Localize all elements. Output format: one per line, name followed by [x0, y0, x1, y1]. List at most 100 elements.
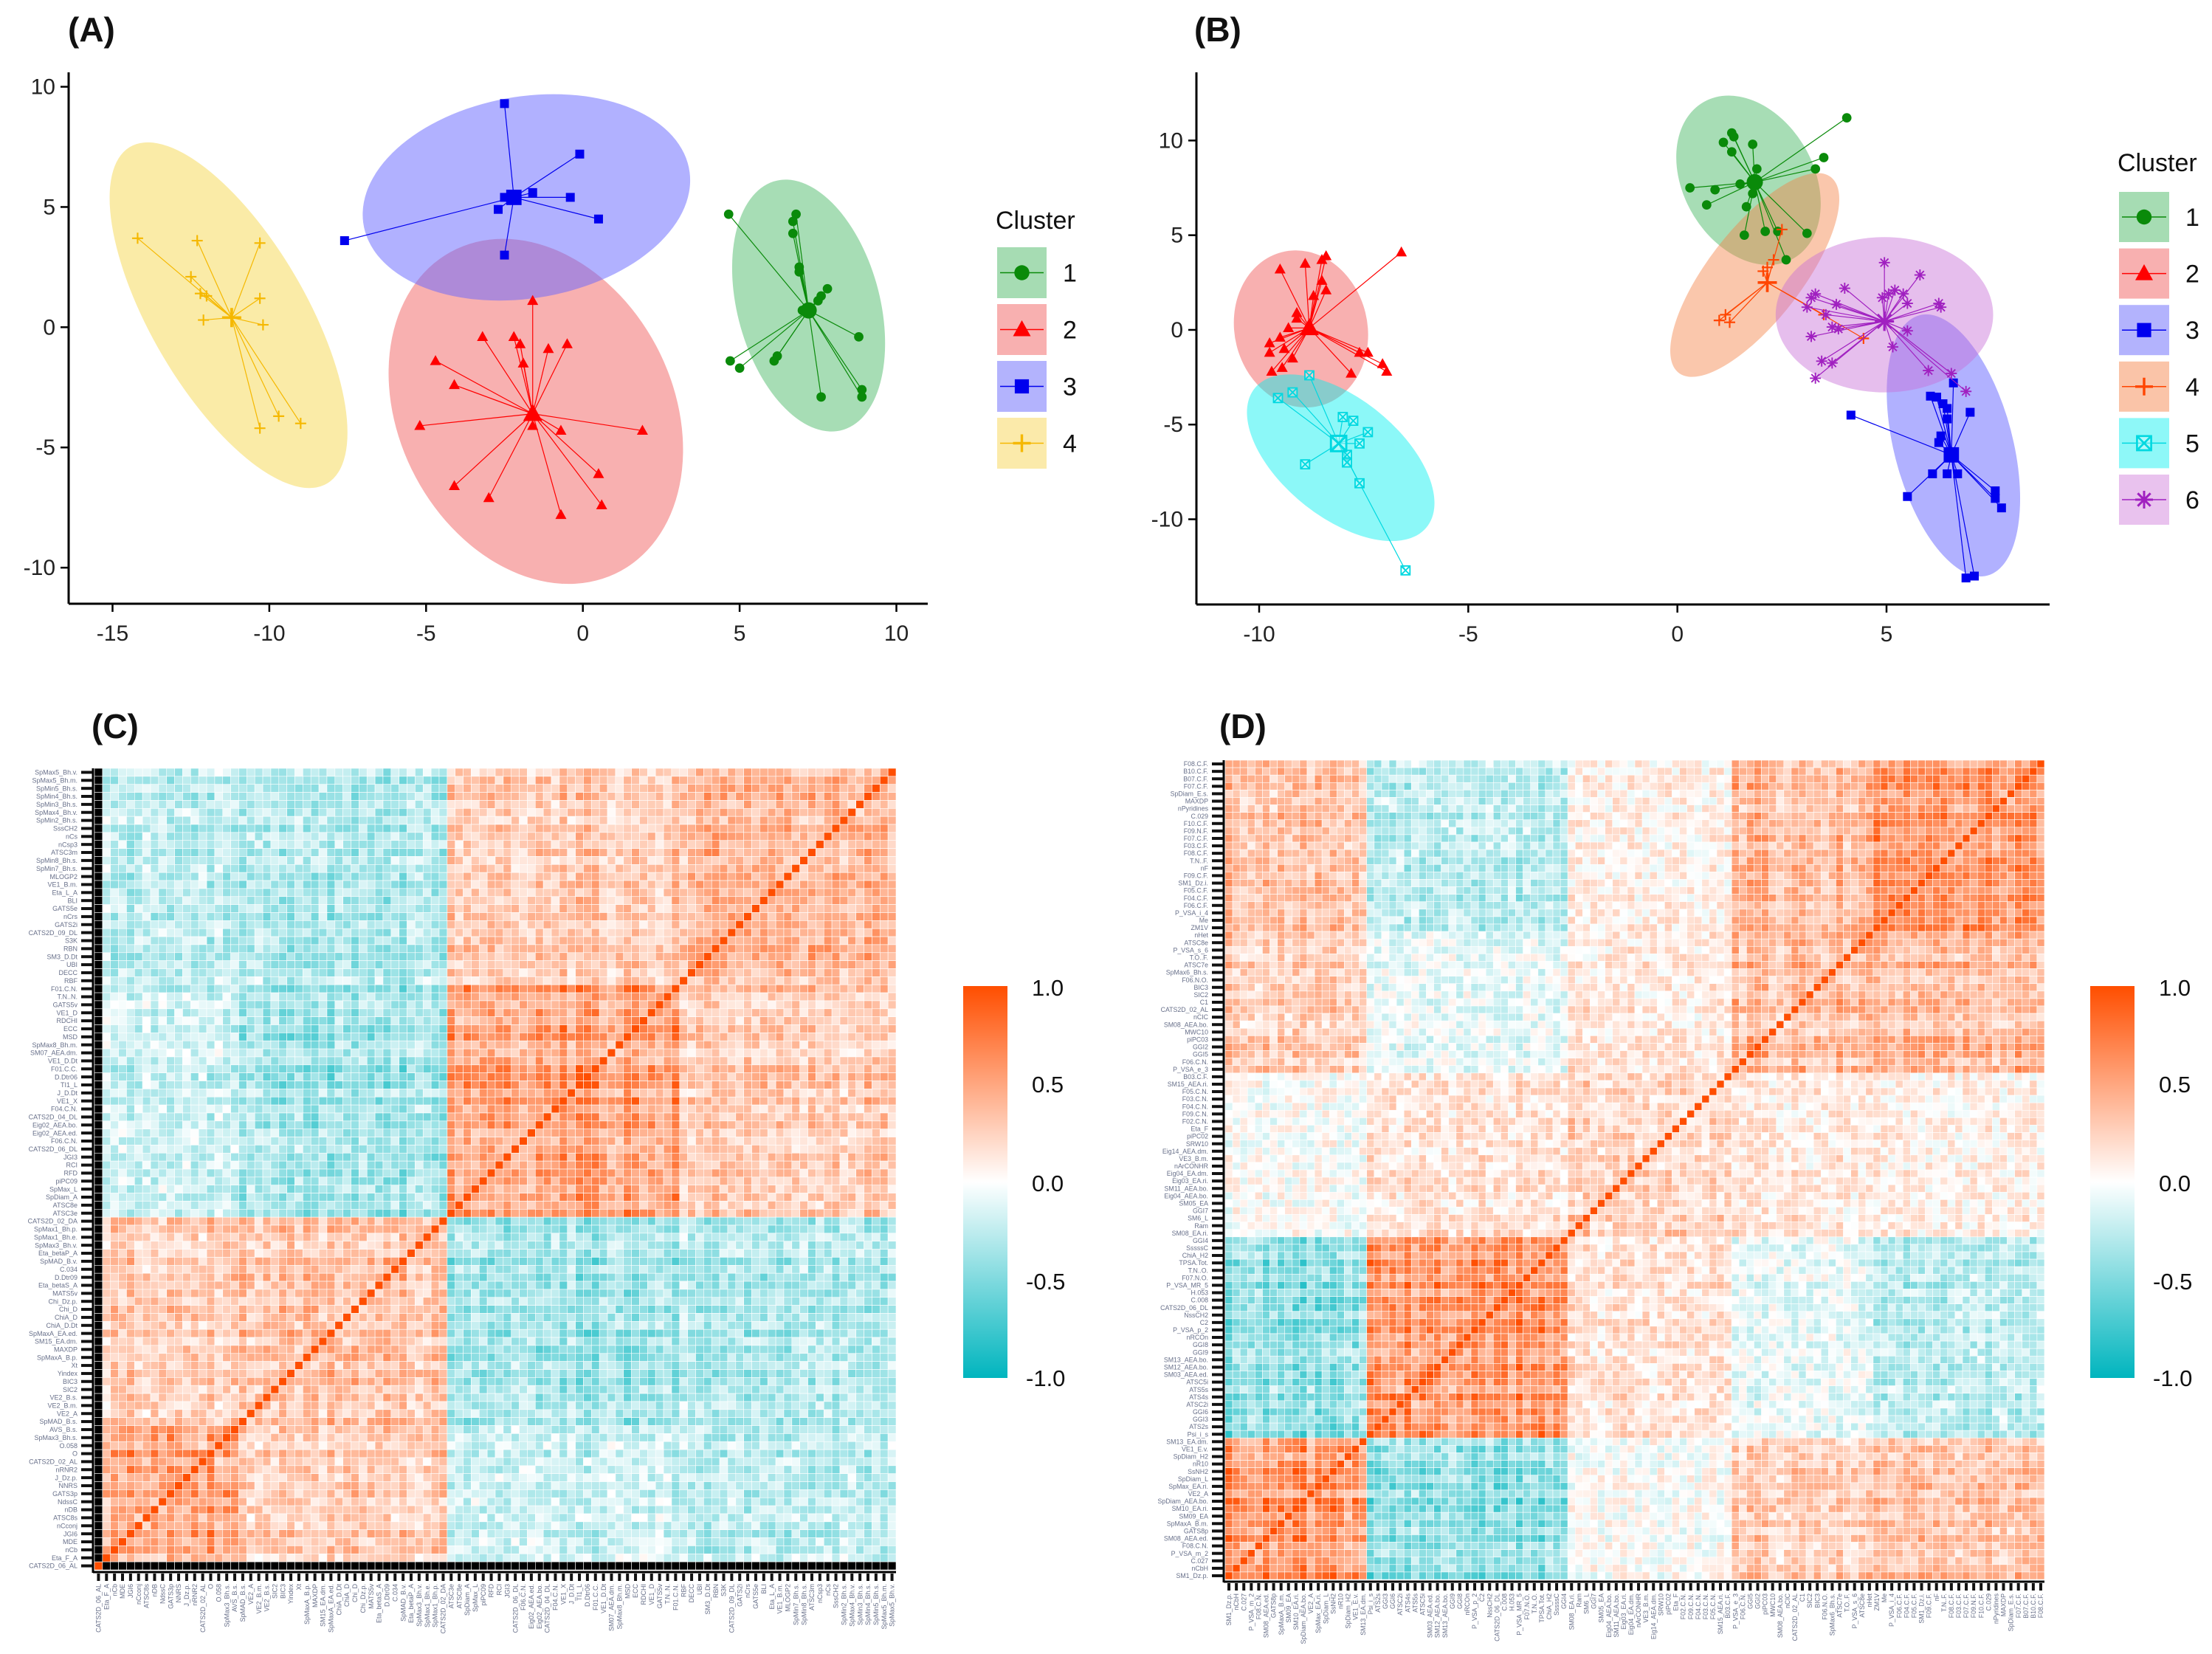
heatmap-cell: [464, 768, 472, 776]
heatmap-cell: [399, 1033, 407, 1041]
heatmap-cell: [607, 1105, 616, 1113]
heatmap-cell: [800, 976, 808, 985]
heatmap-cell: [263, 833, 271, 841]
heatmap-cell: [319, 1041, 327, 1049]
heatmap-cell: [832, 920, 840, 928]
heatmap-cell: [688, 985, 696, 993]
heatmap-cell: [535, 816, 543, 824]
heatmap-cell: [559, 1121, 568, 1129]
heatmap-cell: [792, 808, 800, 816]
heatmap-cell: [182, 841, 190, 849]
heatmap-cell: [832, 1049, 840, 1057]
heatmap-cell: [159, 1081, 167, 1089]
heatmap-cell: [784, 1121, 792, 1129]
heatmap-cell: [439, 969, 447, 977]
heatmap-cell: [247, 1033, 255, 1041]
cluster-5-point: [1300, 460, 1309, 469]
heatmap-cell: [792, 776, 800, 785]
heatmap-cell: [840, 976, 848, 985]
heatmap-cell: [247, 1057, 255, 1065]
heatmap-cell: [271, 912, 279, 920]
heatmap-cell: [455, 1073, 464, 1081]
heatmap-cell: [479, 1033, 487, 1041]
heatmap-cell: [103, 1009, 111, 1017]
heatmap-cell: [287, 881, 295, 889]
heatmap-cell: [664, 824, 672, 833]
heatmap-cell: [832, 1121, 840, 1129]
heatmap-cell: [568, 928, 576, 937]
heatmap-cell: [455, 897, 464, 905]
heatmap-cell: [599, 1041, 607, 1049]
heatmap-cell: [647, 1073, 655, 1081]
heatmap-cell: [800, 808, 808, 816]
heatmap-cell: [215, 1033, 223, 1041]
heatmap-cell: [647, 1057, 655, 1065]
heatmap-cell: [647, 808, 655, 816]
heatmap-cell: [159, 1113, 167, 1121]
heatmap-cell: [527, 856, 535, 864]
heatmap-cell: [551, 1097, 559, 1105]
heatmap-cell: [231, 928, 239, 937]
heatmap-cell: [728, 1017, 736, 1025]
heatmap-cell: [511, 808, 520, 816]
heatmap-cell: [607, 1025, 616, 1033]
heatmap-cell: [848, 889, 856, 897]
heatmap-cell: [223, 1017, 231, 1025]
heatmap-cell: [591, 785, 599, 793]
heatmap-cell: [439, 1113, 447, 1121]
heatmap-cell: [840, 1033, 848, 1041]
heatmap-cell: [311, 768, 319, 776]
heatmap-cell: [568, 800, 576, 808]
heatmap-cell: [543, 872, 551, 881]
heatmap-cell: [119, 897, 127, 905]
heatmap-cell: [455, 961, 464, 969]
heatmap-cell: [816, 889, 824, 897]
heatmap-cell: [768, 928, 776, 937]
heatmap-cell: [464, 1081, 472, 1089]
heatmap-cell: [784, 864, 792, 872]
heatmap-cell: [415, 872, 423, 881]
heatmap-cell: [672, 1049, 680, 1057]
heatmap-cell: [399, 856, 407, 864]
heatmap-cell: [520, 1057, 528, 1065]
heatmap-cell: [423, 776, 431, 785]
heatmap-cell: [359, 1057, 367, 1065]
heatmap-cell: [479, 1073, 487, 1081]
heatmap-cell: [415, 1097, 423, 1105]
heatmap-cell: [591, 1089, 599, 1097]
heatmap-cell: [327, 793, 335, 801]
heatmap-cell: [175, 969, 183, 977]
heatmap-cell: [359, 953, 367, 961]
heatmap-cell: [151, 889, 159, 897]
heatmap-cell: [503, 1073, 511, 1081]
heatmap-cell: [576, 881, 584, 889]
heatmap-cell: [319, 969, 327, 977]
heatmap-cell: [151, 1025, 159, 1033]
heatmap-cell: [359, 800, 367, 808]
heatmap-cell: [680, 897, 688, 905]
heatmap-cell: [551, 849, 559, 857]
heatmap-cell: [238, 1033, 247, 1041]
heatmap-cell: [190, 800, 199, 808]
correlation-heatmap-c: SpMax5_Bh.v.SpMax5_Bh.m.SpMin5_Bh.s.SpMi…: [28, 768, 896, 1633]
heatmap-cell: [199, 889, 207, 897]
heatmap-cell: [800, 1017, 808, 1025]
heatmap-cell: [279, 1081, 287, 1089]
heatmap-cell: [752, 985, 760, 993]
heatmap-cell: [736, 1041, 744, 1049]
heatmap-cell: [832, 889, 840, 897]
heatmap-cell: [632, 993, 640, 1001]
heatmap-cell: [848, 1081, 856, 1089]
heatmap-cell: [768, 1081, 776, 1089]
heatmap-cell: [231, 872, 239, 881]
heatmap-cell: [776, 816, 784, 824]
heatmap-cell: [696, 881, 704, 889]
heatmap-cell: [768, 969, 776, 977]
heatmap-cell: [126, 776, 134, 785]
heatmap-cell: [415, 833, 423, 841]
heatmap-cell: [479, 1097, 487, 1105]
heatmap-cell: [343, 1033, 351, 1041]
heatmap-cell: [94, 985, 103, 993]
heatmap-cell: [295, 856, 303, 864]
heatmap-cell: [383, 1089, 391, 1097]
